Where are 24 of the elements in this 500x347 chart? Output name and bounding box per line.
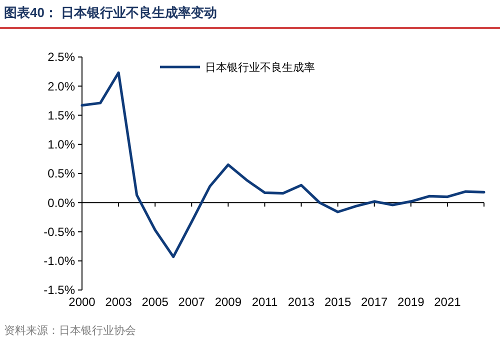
x-tick-label: 2019 [398, 295, 425, 309]
x-tick-label: 2021 [434, 295, 462, 309]
text: 资料来源：日本银行业协会 [4, 324, 136, 337]
x-tick-label: 2015 [324, 295, 352, 309]
x-tick-label: 2009 [214, 295, 242, 309]
x-tick-label: 2003 [105, 295, 132, 309]
x-tick-label: 2013 [288, 295, 315, 309]
legend-label: 日本银行业不良生成率 [205, 60, 315, 74]
y-tick-label: 0.5% [48, 166, 76, 181]
x-tick-label: 2000 [68, 295, 96, 309]
y-tick-label: 1.0% [48, 138, 76, 152]
y-tick-label: -1.0% [44, 254, 76, 268]
x-tick-label: 2005 [142, 295, 169, 309]
x-tick-label: 2011 [252, 295, 278, 309]
chart-title: 图表40： 日本银行业不良生成率变动 [4, 5, 218, 20]
line-series [80, 71, 486, 258]
y-tick-label: 1.5% [48, 108, 76, 122]
y-tick-label: 2.5% [48, 50, 76, 64]
y-tick-label: 0.0% [48, 196, 76, 210]
y-tick-label: 2.0% [48, 79, 76, 94]
y-tick-label: -0.5% [44, 224, 76, 239]
x-tick-label: 2017 [361, 295, 388, 309]
x-tick-label: 2007 [178, 295, 206, 309]
y-tick-label: -1.5% [44, 283, 76, 298]
